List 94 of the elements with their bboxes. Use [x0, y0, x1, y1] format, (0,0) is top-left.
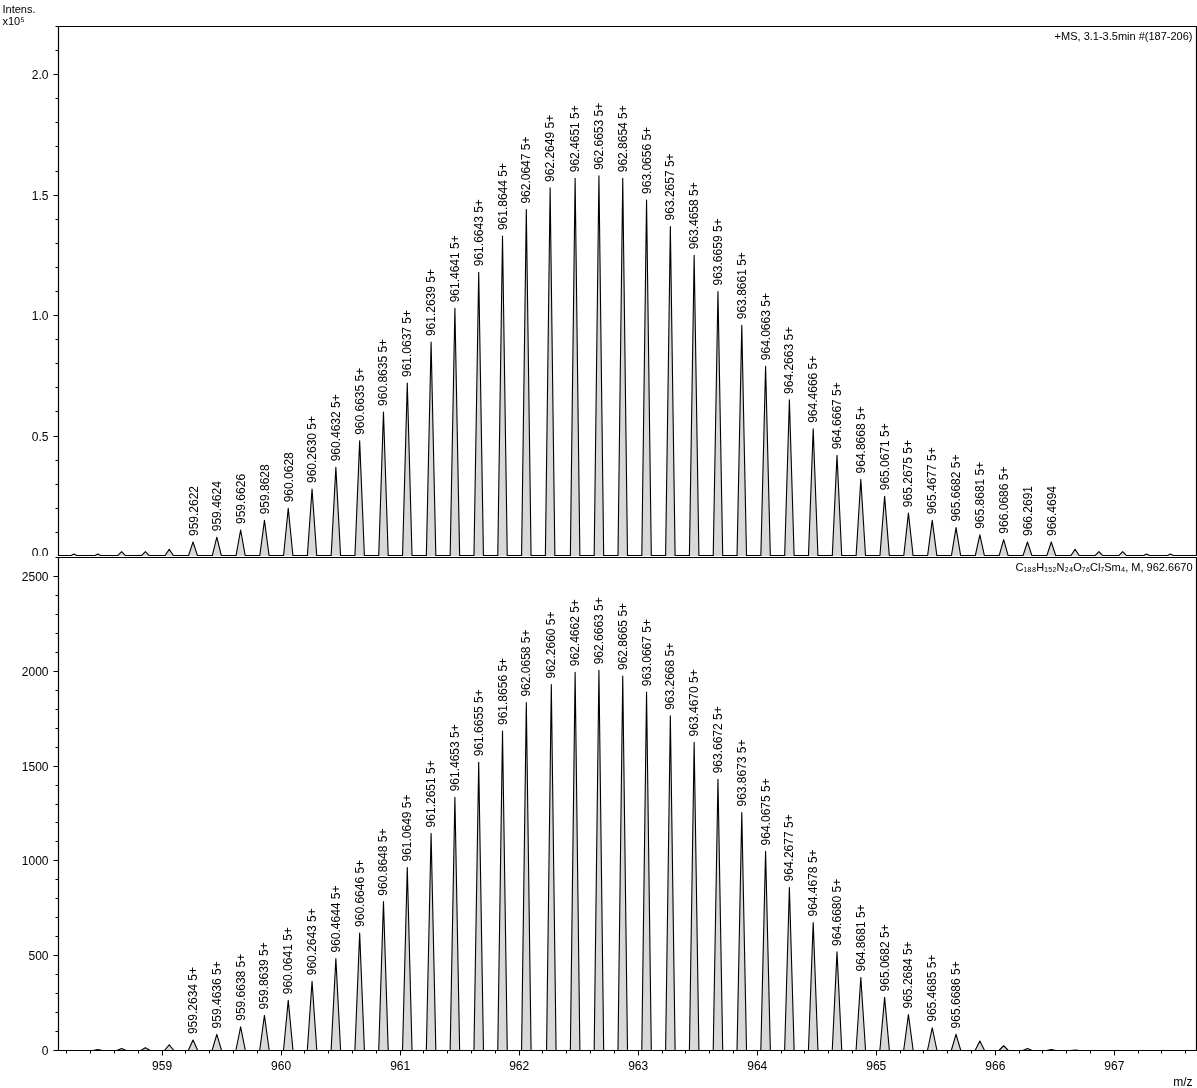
annotation: 959.6626 [234, 473, 249, 524]
x-tick-label: 959 [152, 1058, 173, 1073]
annotation: 960.6635 5+ [352, 367, 367, 435]
annotation: 961.8644 5+ [495, 163, 510, 231]
annotation: +MS, 3.1-3.5min #(187-206) [1054, 29, 1193, 42]
x-tick-label: 962 [509, 1058, 530, 1073]
annotation: 965.6686 5+ [949, 961, 964, 1029]
annotation: 960.4632 5+ [328, 394, 343, 462]
annotation: 965.0671 5+ [877, 423, 892, 491]
annotation: 963.0656 5+ [639, 126, 654, 194]
annotation: 962.2649 5+ [543, 114, 558, 182]
y-tick-label: 2500 [21, 569, 49, 584]
annotation: 960.0641 5+ [281, 927, 296, 995]
annotation: 960.8648 5+ [376, 828, 391, 896]
annotation: 961.2651 5+ [424, 760, 439, 828]
annotation: 962.0658 5+ [519, 629, 534, 697]
y-tick-label: 1.5 [31, 188, 49, 203]
x-tick-label: 965 [866, 1058, 887, 1073]
y-tick-label: 2.0 [31, 68, 49, 83]
annotation: 964.0675 5+ [758, 778, 773, 846]
annotation: 966.0686 5+ [996, 466, 1011, 534]
annotation: 959.4624 [210, 480, 225, 532]
annotation: 960.6646 5+ [352, 859, 367, 927]
annotation: 961.0649 5+ [400, 794, 415, 862]
annotation: 963.8661 5+ [734, 252, 749, 320]
annotation: 962.4651 5+ [568, 105, 583, 173]
annotation: 963.4670 5+ [687, 669, 702, 737]
annotation: 963.4658 5+ [687, 182, 702, 250]
annotation: 961.2639 5+ [424, 269, 439, 337]
annotation: 959.6638 5+ [233, 953, 248, 1021]
annotation: 966.2691 [1020, 485, 1035, 537]
y-tick-label: 0.5 [31, 429, 49, 444]
x-tick-label: 963 [628, 1058, 649, 1073]
annotation: 959.8639 5+ [257, 942, 272, 1010]
y-tick-label: 0 [41, 1044, 49, 1058]
x-tick-label: 960 [271, 1058, 292, 1073]
x-tick-label: 967 [1104, 1058, 1125, 1073]
y-tick-label: 1.0 [31, 309, 49, 324]
x-axis-title: m/z [1173, 1074, 1193, 1088]
annotation: 960.2630 5+ [305, 415, 320, 484]
annotation: 965.4685 5+ [925, 954, 940, 1022]
y-axis-title: Intens. x10⁵ [2, 2, 36, 27]
annotation: 961.4641 5+ [447, 235, 462, 303]
annotation: 965.4677 5+ [925, 447, 940, 515]
annotation: 964.6667 5+ [830, 382, 845, 450]
y-tick-label: 1500 [21, 759, 49, 774]
annotation: 965.8681 5+ [972, 461, 987, 529]
annotation: 963.6659 5+ [710, 218, 725, 286]
annotation: 963.8673 5+ [734, 739, 749, 807]
annotation: 959.8628 [257, 463, 272, 515]
annotation: 961.6655 5+ [471, 689, 486, 757]
x-tick-label: 966 [985, 1058, 1006, 1073]
annotation: 960.0628 [281, 451, 296, 503]
annotation: 963.2668 5+ [663, 642, 678, 710]
annotation: 962.6663 5+ [591, 597, 606, 665]
annotation: 964.8668 5+ [853, 406, 868, 474]
annotation: 964.4678 5+ [806, 849, 821, 917]
annotation: 962.2660 5+ [544, 611, 559, 679]
annotation: 965.2675 5+ [901, 440, 916, 508]
y-tick-label: 2000 [21, 664, 49, 679]
annotation: 962.0647 5+ [519, 136, 534, 204]
annotation: 964.6680 5+ [830, 878, 845, 946]
annotation: 959.2634 5+ [186, 966, 201, 1035]
annotation: 962.4662 5+ [568, 599, 583, 667]
annotation: 959.2622 [186, 485, 201, 537]
annotation: 965.2684 5+ [901, 941, 916, 1009]
annotation: 961.4653 5+ [447, 724, 462, 792]
x-tick-label: 961 [390, 1058, 411, 1073]
x-tick-label: 964 [747, 1058, 768, 1073]
annotation: 962.8654 5+ [615, 105, 630, 173]
annotation: 964.0663 5+ [758, 293, 773, 361]
annotation: 960.2643 5+ [305, 908, 320, 976]
annotation: 964.2663 5+ [782, 326, 797, 394]
annotation: 961.0637 5+ [400, 309, 415, 378]
annotation: C₁₈₈H₁₅₂N₂₄O₇₆Cl₇Sm₄, M, 962.6670 [1015, 560, 1193, 573]
annotation: 964.8681 5+ [853, 904, 868, 972]
annotation: 961.6643 5+ [471, 199, 486, 267]
annotation: 963.2657 5+ [663, 153, 678, 221]
y-tick-label: 0.0 [31, 545, 49, 560]
annotation: 964.2677 5+ [782, 814, 797, 882]
annotation: 963.6672 5+ [710, 706, 725, 774]
annotation: 965.0682 5+ [877, 924, 892, 992]
y-tick-label: 1000 [21, 854, 49, 869]
annotation: 965.6682 5+ [949, 454, 964, 522]
annotation: 964.4666 5+ [806, 355, 821, 423]
annotation: 962.6653 5+ [591, 102, 606, 170]
annotation: 961.8656 5+ [495, 657, 510, 725]
annotation: 960.8635 5+ [376, 338, 391, 406]
annotation: 963.0667 5+ [639, 619, 654, 687]
annotation: 966.4694 [1044, 485, 1059, 537]
y-tick-label: 500 [28, 949, 49, 964]
annotation: 960.4644 5+ [328, 885, 343, 953]
annotation: 962.8665 5+ [615, 602, 630, 671]
annotation: 959.4636 5+ [209, 961, 224, 1029]
